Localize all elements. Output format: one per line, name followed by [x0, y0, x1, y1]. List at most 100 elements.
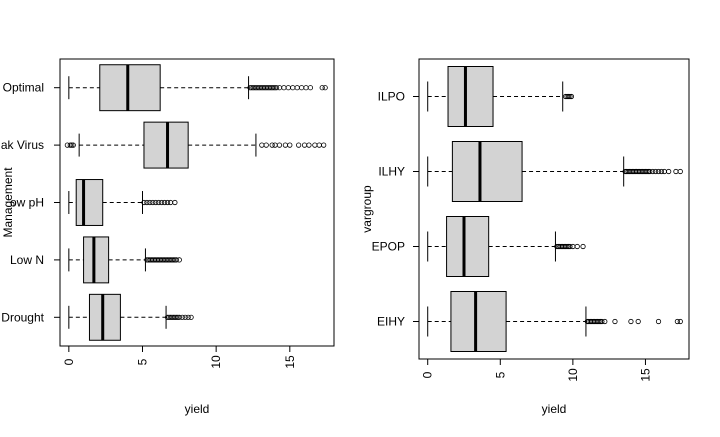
outlier-point	[176, 314, 182, 320]
box-optimal	[68, 64, 328, 112]
outlier-point	[159, 199, 165, 206]
box-iqr	[83, 236, 110, 284]
box-iqr	[450, 291, 507, 352]
y-axis-title: vargroup	[360, 185, 374, 233]
outlier-point	[612, 318, 618, 325]
box-ilpo	[427, 66, 575, 127]
box-ilhy	[427, 141, 683, 202]
x-axis-title: yield	[185, 402, 210, 416]
outlier-point	[259, 142, 265, 148]
outlier-point	[69, 142, 75, 148]
outlier-point	[628, 318, 634, 325]
outlier-point	[596, 318, 602, 325]
outlier-point	[287, 142, 293, 148]
outlier-point	[272, 142, 278, 148]
outlier-point	[653, 168, 659, 175]
outlier-point	[661, 168, 667, 175]
outlier-point	[319, 85, 325, 91]
panel-vargroup: EIHY EPOP ILHY ILPO 0 5 10 15 yield vargroup	[360, 58, 690, 416]
x-tick-label: 15	[638, 368, 652, 382]
box-streak-virus	[64, 121, 327, 169]
box-iqr	[99, 64, 161, 112]
outlier-point	[276, 142, 283, 148]
outlier-point	[655, 318, 662, 325]
box-low-n	[68, 236, 182, 284]
outlier-point	[296, 142, 302, 148]
outlier-point	[647, 168, 653, 175]
outlier-point	[182, 314, 188, 320]
x-axis-title: yield	[542, 402, 567, 416]
outlier-point	[294, 85, 300, 91]
outlier-point	[644, 168, 650, 175]
outlier-point	[282, 142, 288, 148]
outlier-point	[161, 199, 168, 206]
box-epop	[427, 216, 586, 277]
x-tick-label: 0	[421, 371, 435, 378]
category-label-low-n: Low N	[10, 253, 44, 267]
box-drought	[68, 293, 194, 341]
outlier-point	[144, 199, 150, 206]
outlier-point	[567, 243, 573, 250]
outlier-point	[176, 257, 182, 263]
outlier-point	[568, 93, 575, 100]
outlier-point	[188, 314, 194, 320]
outlier-point	[281, 85, 287, 91]
outlier-point	[574, 243, 580, 250]
outlier-point	[307, 85, 314, 91]
outlier-point	[635, 318, 641, 325]
panel-management: Drought Low N ow pH ak Virus Optimal 0 5 10 15 yi…	[1, 58, 335, 416]
outlier-point	[263, 142, 269, 148]
outlier-point	[655, 168, 662, 175]
box-low-ph	[68, 179, 178, 226]
x-tick-label: 5	[135, 358, 149, 365]
box-iqr	[447, 66, 494, 127]
outlier-point	[570, 243, 576, 250]
category-label-low-ph: ow pH	[10, 196, 44, 210]
outlier-point	[172, 199, 178, 206]
outlier-point	[173, 257, 179, 263]
outlier-point	[565, 93, 572, 100]
x-tick-label: 15	[283, 355, 297, 369]
category-label-drought: Drought	[1, 310, 44, 324]
outlier-point	[312, 142, 318, 148]
outlier-point	[269, 142, 275, 148]
outlier-point	[147, 199, 153, 206]
x-tick-label: 10	[566, 368, 580, 382]
outlier-point	[674, 318, 680, 325]
x-tick-label: 10	[209, 355, 223, 369]
category-label-ilhy: ILHY	[378, 165, 405, 179]
outlier-point	[316, 142, 322, 148]
outlier-point	[164, 199, 171, 206]
outlier-point	[677, 168, 683, 175]
outlier-point	[271, 85, 277, 91]
outlier-point	[67, 142, 73, 148]
outlier-point	[298, 85, 305, 91]
category-label-ilpo: ILPO	[378, 90, 405, 104]
box-iqr	[75, 179, 104, 226]
outlier-point	[602, 318, 608, 325]
outlier-point	[580, 243, 586, 250]
outlier-point	[285, 85, 291, 91]
box-iqr	[451, 141, 523, 202]
box-eihy	[427, 291, 683, 352]
outlier-point	[564, 243, 570, 250]
outlier-point	[141, 199, 147, 206]
category-label-optimal: Optimal	[3, 81, 44, 95]
category-label-eihy: EIHY	[377, 315, 405, 329]
outlier-point	[322, 85, 328, 91]
outlier-point	[650, 168, 656, 175]
outlier-point	[167, 199, 174, 206]
x-tick-label: 5	[493, 371, 507, 378]
box-iqr	[88, 293, 121, 341]
outlier-point	[70, 142, 76, 148]
outlier-point	[185, 314, 191, 320]
outlier-point	[599, 318, 605, 325]
outlier-point	[321, 142, 327, 148]
outlier-point	[306, 142, 312, 148]
outlier-point	[179, 314, 185, 320]
outlier-point	[156, 199, 162, 206]
outlier-point	[290, 85, 296, 91]
y-axis-title: Management	[1, 167, 15, 238]
